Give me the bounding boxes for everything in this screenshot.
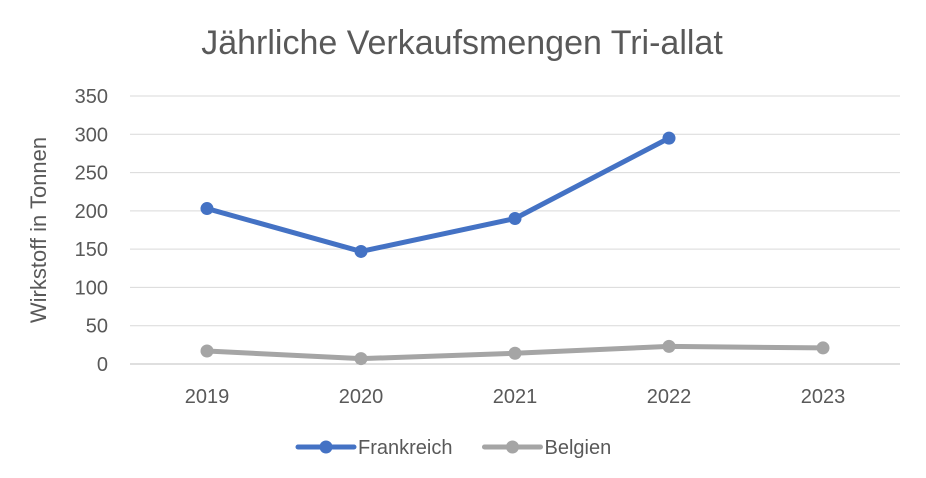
x-tick-label: 2019	[185, 386, 230, 408]
y-axis-ticks: 0 50 100 150 200 250 300 350	[75, 86, 108, 376]
data-point	[508, 212, 522, 226]
y-tick-label: 0	[97, 354, 108, 376]
y-tick-label: 50	[86, 316, 108, 338]
data-point	[508, 346, 522, 360]
data-point	[200, 344, 214, 358]
x-tick-label: 2021	[493, 386, 538, 408]
y-tick-label: 150	[75, 239, 108, 261]
data-point	[662, 339, 676, 353]
series-line	[204, 135, 672, 254]
legend-item: Belgien	[481, 437, 611, 459]
y-tick-label: 100	[75, 277, 108, 299]
data-point	[354, 352, 368, 366]
y-tick-label: 200	[75, 201, 108, 223]
series-frankreich	[200, 131, 676, 258]
data-point	[662, 131, 676, 145]
data-point	[200, 202, 214, 216]
y-tick-label: 300	[75, 124, 108, 146]
legend-item: Frankreich	[295, 437, 452, 459]
x-tick-label: 2022	[647, 386, 692, 408]
y-axis-label: Wirkstoff in Tonnen	[26, 137, 51, 323]
series-belgien	[200, 339, 830, 366]
legend: Frankreich Belgien	[295, 437, 611, 459]
y-tick-label: 350	[75, 86, 108, 108]
data-point	[354, 244, 368, 258]
chart-title: Jährliche Verkaufsmengen Tri-allat	[201, 24, 723, 62]
legend-swatch-marker	[505, 440, 519, 454]
gridlines	[130, 95, 900, 365]
x-tick-label: 2020	[339, 386, 384, 408]
legend-swatch-marker	[319, 440, 333, 454]
legend-label: Frankreich	[358, 437, 452, 459]
x-tick-label: 2023	[801, 386, 846, 408]
legend-label: Belgien	[544, 437, 611, 459]
data-point	[816, 341, 830, 355]
x-axis-ticks: 2019 2020 2021 2022 2023	[185, 386, 846, 408]
series-lines	[200, 131, 830, 366]
y-tick-label: 250	[75, 163, 108, 185]
